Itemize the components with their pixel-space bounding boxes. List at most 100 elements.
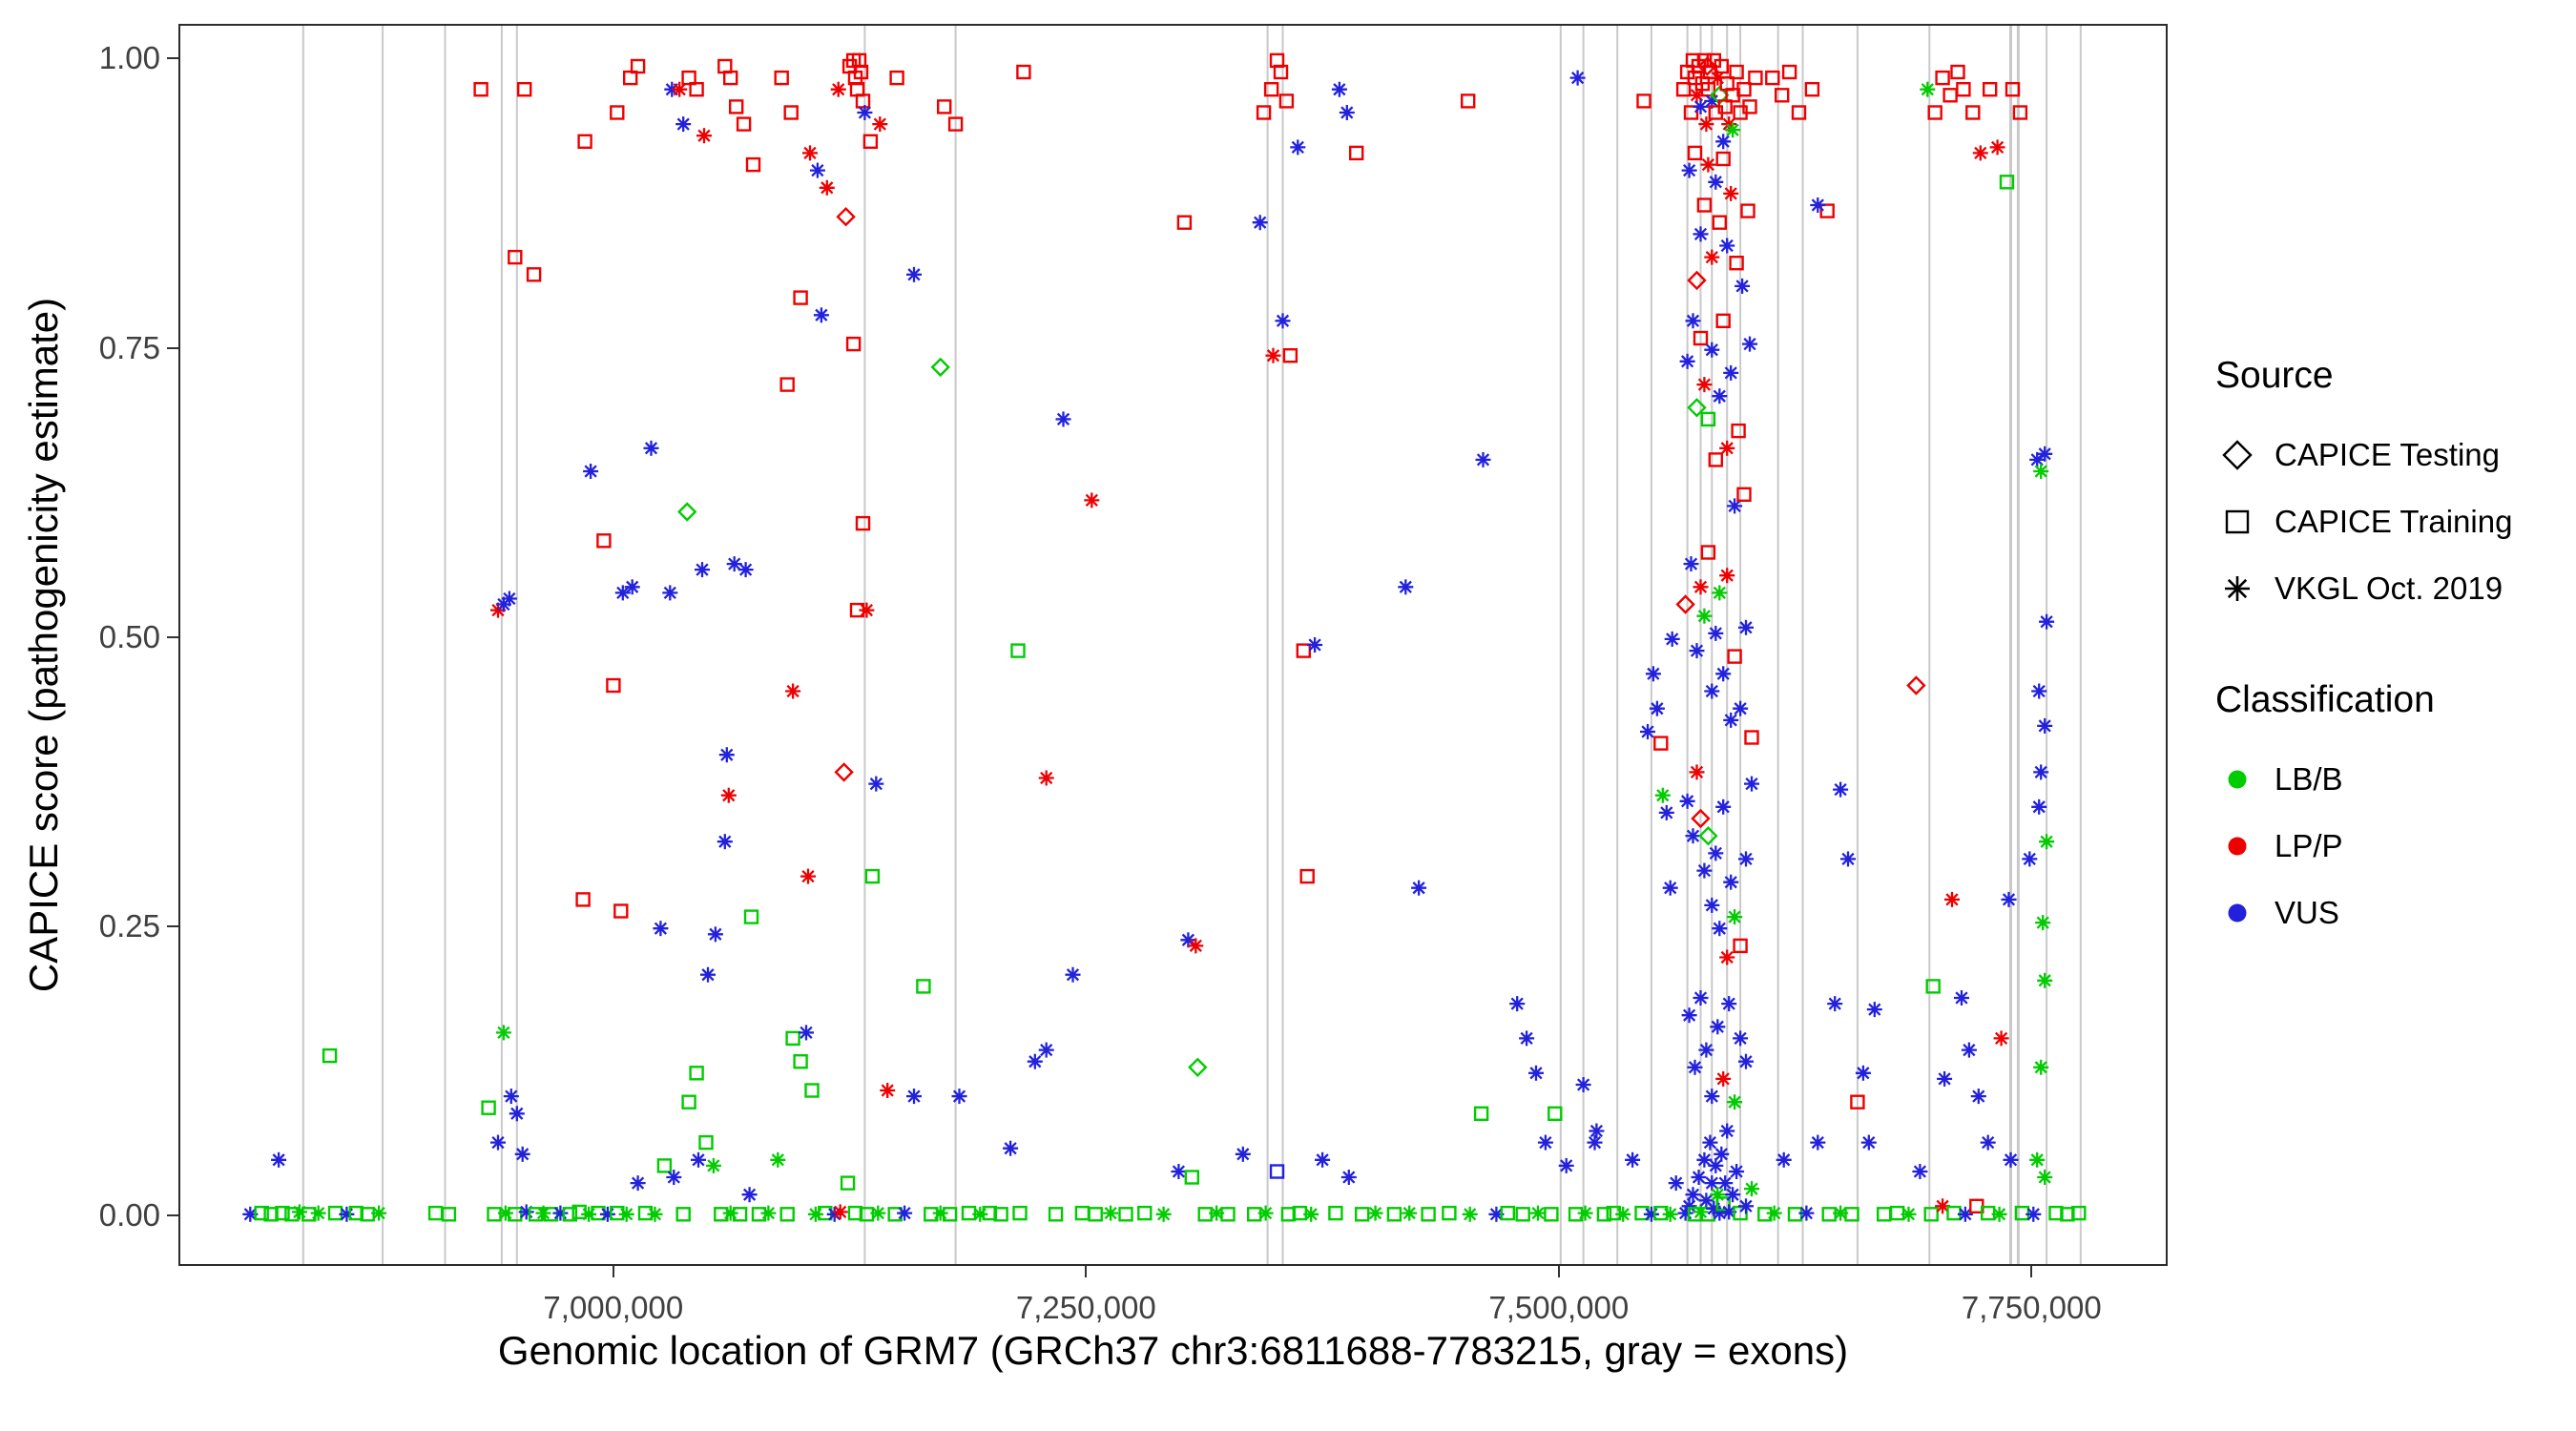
data-point-square	[1246, 1207, 1262, 1222]
data-point-square	[1693, 330, 1709, 346]
data-point-asterisk	[1171, 1164, 1187, 1179]
data-point-square	[327, 1205, 343, 1221]
data-point-square	[723, 70, 738, 86]
data-point-square	[322, 1047, 338, 1064]
data-point-asterisk	[1696, 1151, 1713, 1168]
data-point-square	[1176, 215, 1193, 230]
data-point-asterisk	[1693, 98, 1709, 114]
data-point-asterisk	[1027, 1053, 1043, 1069]
legend-item-V: VKGL Oct. 2019	[2215, 555, 2559, 622]
y-tick-label: 0.75	[98, 329, 160, 365]
data-point-asterisk	[501, 591, 517, 607]
data-point-asterisk	[726, 556, 742, 572]
data-point-asterisk	[1970, 1089, 1986, 1105]
data-point-asterisk	[859, 602, 875, 618]
data-point-asterisk	[2029, 451, 2046, 467]
class-dot-icon	[2228, 770, 2247, 789]
data-point-square	[1715, 313, 1731, 328]
data-point-square	[1292, 1205, 1308, 1221]
data-point-square	[508, 249, 523, 265]
data-point-square	[1184, 1170, 1200, 1185]
data-point-square	[1965, 105, 1981, 120]
data-point-asterisk	[1708, 1157, 1724, 1173]
data-point-square	[1220, 1207, 1236, 1222]
data-point-asterisk	[1509, 996, 1526, 1012]
data-point-asterisk	[1475, 451, 1491, 467]
data-point-asterisk	[832, 1204, 848, 1220]
data-point-asterisk	[880, 1083, 896, 1098]
class-dot-icon	[2228, 837, 2247, 856]
data-point-square	[441, 1207, 457, 1222]
data-point-square	[1774, 88, 1790, 103]
legend-item-lp-p: LP/P	[2215, 813, 2559, 880]
data-point-square	[681, 1094, 696, 1110]
data-point-asterisk	[1840, 851, 1856, 867]
data-point-asterisk	[785, 683, 801, 699]
data-point-square	[1016, 64, 1031, 80]
data-point-asterisk	[1920, 81, 1936, 97]
data-point-asterisk	[1519, 1030, 1535, 1047]
data-point-asterisk	[1689, 643, 1705, 659]
data-point-square	[689, 1066, 704, 1081]
data-point-asterisk	[1589, 1123, 1605, 1139]
data-point-asterisk	[1558, 1157, 1574, 1173]
data-point-asterisk	[1702, 1134, 1718, 1151]
data-point-asterisk	[1912, 1164, 1928, 1179]
data-point-asterisk	[1961, 1042, 1977, 1058]
legend-item-label: LB/B	[2275, 761, 2343, 797]
data-point-asterisk	[741, 1187, 758, 1203]
data-point-asterisk	[1866, 1002, 1882, 1018]
data-point-asterisk	[1727, 1094, 1743, 1110]
data-point-asterisk	[1290, 139, 1306, 156]
data-point-diamond	[1687, 398, 1707, 418]
data-point-diamond	[1698, 826, 1718, 846]
data-point-asterisk	[1696, 608, 1713, 624]
data-point-asterisk	[857, 105, 873, 120]
data-point-asterisk	[868, 776, 884, 792]
data-point-square	[1675, 82, 1692, 97]
data-point-square	[779, 377, 795, 392]
data-point-asterisk	[1738, 1198, 1754, 1214]
data-point-asterisk	[1038, 1042, 1054, 1058]
data-point-square	[1742, 99, 1757, 114]
data-point-asterisk	[1668, 1175, 1684, 1192]
data-point-asterisk	[1744, 776, 1759, 792]
data-point-asterisk	[1625, 1151, 1641, 1168]
data-point-asterisk	[291, 1204, 307, 1220]
data-point-asterisk	[1155, 1206, 1172, 1222]
data-point-asterisk	[503, 1089, 519, 1105]
data-point-asterisk	[1742, 336, 1757, 352]
legend-item-vus: VUS	[2215, 880, 2559, 946]
data-point-square	[610, 1205, 625, 1221]
data-point-asterisk	[1645, 666, 1661, 682]
data-point-asterisk	[514, 1146, 530, 1162]
plot-panel	[178, 24, 2168, 1266]
data-point-square	[732, 1207, 748, 1222]
data-point-square	[961, 1205, 977, 1221]
data-point-square	[1946, 1205, 1962, 1221]
y-tick-mark	[167, 346, 178, 349]
data-point-asterisk	[1681, 1007, 1697, 1024]
data-point-asterisk	[1735, 278, 1751, 294]
data-point-square	[1460, 93, 1476, 109]
exon-lines	[301, 26, 2082, 1264]
data-point-asterisk	[1315, 1151, 1331, 1168]
data-point-square	[1717, 99, 1733, 114]
data-point-square	[254, 1205, 269, 1221]
data-point-asterisk	[1685, 828, 1701, 844]
data-point-square	[783, 105, 799, 120]
data-point-asterisk	[1698, 1042, 1714, 1058]
data-point-square	[862, 134, 879, 150]
data-point-asterisk	[1901, 1206, 1917, 1222]
y-tick-mark	[167, 57, 178, 60]
data-point-asterisk	[1715, 798, 1732, 815]
data-point-square	[689, 82, 704, 97]
plot-canvas	[242, 26, 2087, 1264]
data-point-square	[745, 156, 761, 173]
data-point-square	[1442, 1205, 1457, 1221]
data-point-asterisk	[1723, 712, 1739, 728]
data-point-asterisk	[1937, 1070, 1953, 1087]
data-point-asterisk	[1275, 313, 1291, 329]
data-point-asterisk	[1738, 851, 1754, 867]
